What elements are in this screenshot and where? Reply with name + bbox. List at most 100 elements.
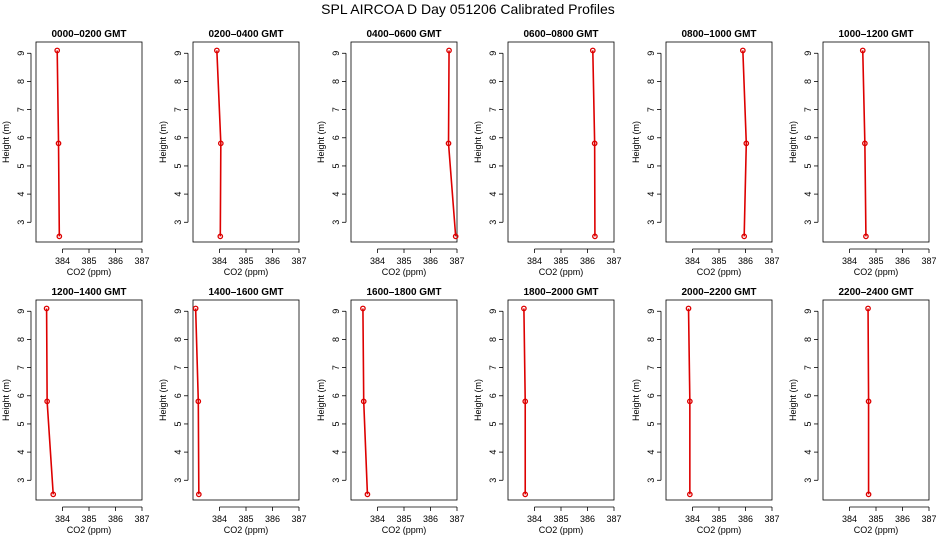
x-tick-label: 384 [212,256,227,266]
y-axis-label: Height (m) [473,379,483,421]
panel-title: 0200–0400 GMT [208,29,283,40]
profile-point [44,398,50,405]
y-tick-label: 7 [803,365,813,370]
y-tick-label: 6 [646,135,656,140]
x-tick-label: 384 [370,256,385,266]
profile-point [55,140,62,147]
y-tick-label: 4 [16,450,26,455]
profile-line [523,308,527,495]
x-tick-label: 387 [606,514,621,524]
y-tick-label: 7 [16,107,26,112]
y-tick-label: 9 [173,309,183,314]
y-tick-label: 5 [16,163,26,168]
y-tick-label: 4 [803,450,813,455]
y-tick-label: 3 [646,478,656,483]
x-tick-label: 385 [553,256,568,266]
y-tick-label: 6 [331,135,341,140]
y-axis-label: Height (m) [158,121,168,163]
y-tick-label: 8 [173,337,183,342]
y-tick-label: 3 [331,220,341,225]
profile-point [360,305,366,312]
y-tick-label: 9 [331,309,341,314]
y-tick-label: 5 [173,421,183,426]
profile-point [54,47,61,54]
y-tick-label: 7 [646,365,656,370]
y-tick-label: 6 [646,393,656,398]
y-tick-label: 9 [646,309,656,314]
panel-7: 1400–1600 GMT 384 385 386 387 CO2 (ppm) 3 4 5 6 7 8… [158,287,307,535]
profile-point [195,491,202,498]
x-axis-label: CO2 (ppm) [539,267,584,277]
profile-point [686,491,693,498]
x-tick-label: 385 [81,514,96,524]
y-tick-label: 3 [16,220,26,225]
y-tick-label: 3 [173,220,183,225]
y-axis-label: Height (m) [316,121,326,163]
y-tick-label: 7 [173,107,183,112]
y-tick-label: 9 [488,51,498,56]
panel-5: 1000–1200 GMT 384 385 386 387 CO2 (ppm) 3 4 5 6 7 8… [788,29,936,277]
plot-frame [35,299,143,501]
y-tick-label: 8 [488,337,498,342]
x-tick-label: 385 [868,514,883,524]
y-tick-label: 7 [646,107,656,112]
profile-point [862,140,868,147]
x-tick-label: 386 [108,514,123,524]
x-tick-label: 386 [108,256,123,266]
x-tick-label: 385 [238,514,253,524]
y-tick-label: 6 [173,393,183,398]
profile-line [867,308,870,495]
y-tick-label: 5 [331,421,341,426]
y-tick-label: 5 [803,421,813,426]
x-axis-label: CO2 (ppm) [539,525,584,535]
y-tick-label: 6 [331,393,341,398]
y-tick-label: 9 [488,309,498,314]
panel-10: 2000–2200 GMT 384 385 386 387 CO2 (ppm) 3 4 5 6 7 8… [631,287,780,535]
page-title: SPL AIRCOA D Day 051206 Calibrated Profi… [321,1,615,17]
x-tick-label: 386 [895,256,910,266]
y-tick-label: 3 [173,478,183,483]
profile-point [56,233,63,240]
x-tick-label: 387 [134,514,149,524]
y-tick-label: 4 [331,192,341,197]
y-axis-label: Height (m) [788,121,798,163]
x-tick-label: 386 [738,256,753,266]
y-axis-label: Height (m) [631,121,641,163]
profile-line [592,50,596,237]
x-tick-label: 384 [685,514,700,524]
profile-point [521,305,527,312]
panel-9: 1800–2000 GMT 384 385 386 387 CO2 (ppm) 3 4 5 6 7 8… [473,287,622,535]
plot-frame [192,41,300,243]
profile-point [589,47,596,54]
y-tick-label: 7 [331,107,341,112]
profile-point [452,233,459,240]
y-tick-label: 4 [646,450,656,455]
panel-1: 0200–0400 GMT 384 385 386 387 CO2 (ppm) 3 4 5 6 7 8… [158,29,307,277]
panel-title: 1000–1200 GMT [838,29,913,40]
profile-point [43,305,50,312]
x-axis-label: CO2 (ppm) [224,267,269,277]
profile-point [591,140,598,147]
x-axis-label: CO2 (ppm) [697,267,742,277]
plot-frame [822,41,930,243]
profile-point [865,398,872,405]
x-tick-label: 387 [921,256,936,266]
panel-title: 1800–2000 GMT [523,287,598,298]
panel-3: 0600–0800 GMT 384 385 386 387 CO2 (ppm) 3 4 5 6 7 8… [473,29,622,277]
plot-frame [350,299,458,501]
y-tick-label: 7 [16,365,26,370]
plot-frame [507,41,615,243]
x-tick-label: 385 [711,256,726,266]
y-tick-label: 5 [173,163,183,168]
x-tick-label: 385 [868,256,883,266]
x-tick-label: 386 [580,256,595,266]
x-tick-label: 387 [134,256,149,266]
y-tick-label: 9 [16,309,26,314]
x-tick-label: 385 [553,514,568,524]
x-axis-label: CO2 (ppm) [854,525,899,535]
y-tick-label: 5 [488,421,498,426]
x-tick-label: 384 [212,514,227,524]
y-tick-label: 5 [331,163,341,168]
profile-point [592,233,598,240]
plot-frame [350,41,458,243]
